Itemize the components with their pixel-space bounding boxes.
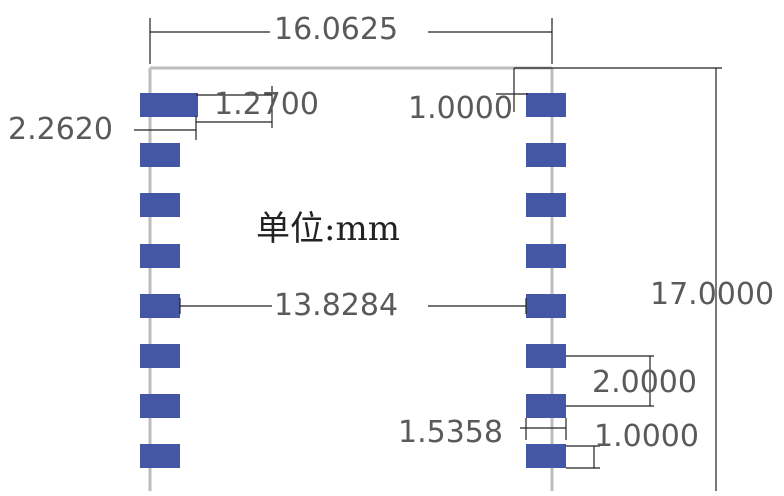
dim-total-height-label: 17.0000 xyxy=(650,277,775,312)
left-pad-7 xyxy=(140,394,180,418)
right-pad-7 xyxy=(526,394,566,418)
dim-inner-span-label: 13.8284 xyxy=(274,288,399,323)
dim-total-width-label: 16.0625 xyxy=(274,12,399,47)
left-pad-1 xyxy=(140,93,198,117)
right-pad-column xyxy=(526,93,566,468)
dimension-lines xyxy=(134,18,722,491)
right-pad-5 xyxy=(526,294,566,318)
right-pad-3 xyxy=(526,193,566,217)
dim-pad-extent-label: 1.5358 xyxy=(398,415,503,450)
dim-pitch-label: 2.0000 xyxy=(592,365,697,400)
left-pad-6 xyxy=(140,344,180,368)
right-pad-8 xyxy=(526,444,566,468)
right-pad-2 xyxy=(526,143,566,167)
left-pad-5 xyxy=(140,294,180,318)
right-pad-1 xyxy=(526,93,566,117)
left-pad-2 xyxy=(140,143,180,167)
dim-pad-width-label: 1.0000 xyxy=(594,419,699,454)
dim-edge-offset-label: 2.2620 xyxy=(8,112,113,147)
right-pad-4 xyxy=(526,244,566,268)
left-pad-3 xyxy=(140,193,180,217)
dim-pad-length-label: 1.2700 xyxy=(214,87,319,122)
left-pad-8 xyxy=(140,444,180,468)
dim-top-offset-label: 1.0000 xyxy=(408,91,513,126)
right-pad-6 xyxy=(526,344,566,368)
unit-label: 单位:mm xyxy=(256,209,400,249)
left-pad-column xyxy=(140,93,198,468)
left-pad-4 xyxy=(140,244,180,268)
